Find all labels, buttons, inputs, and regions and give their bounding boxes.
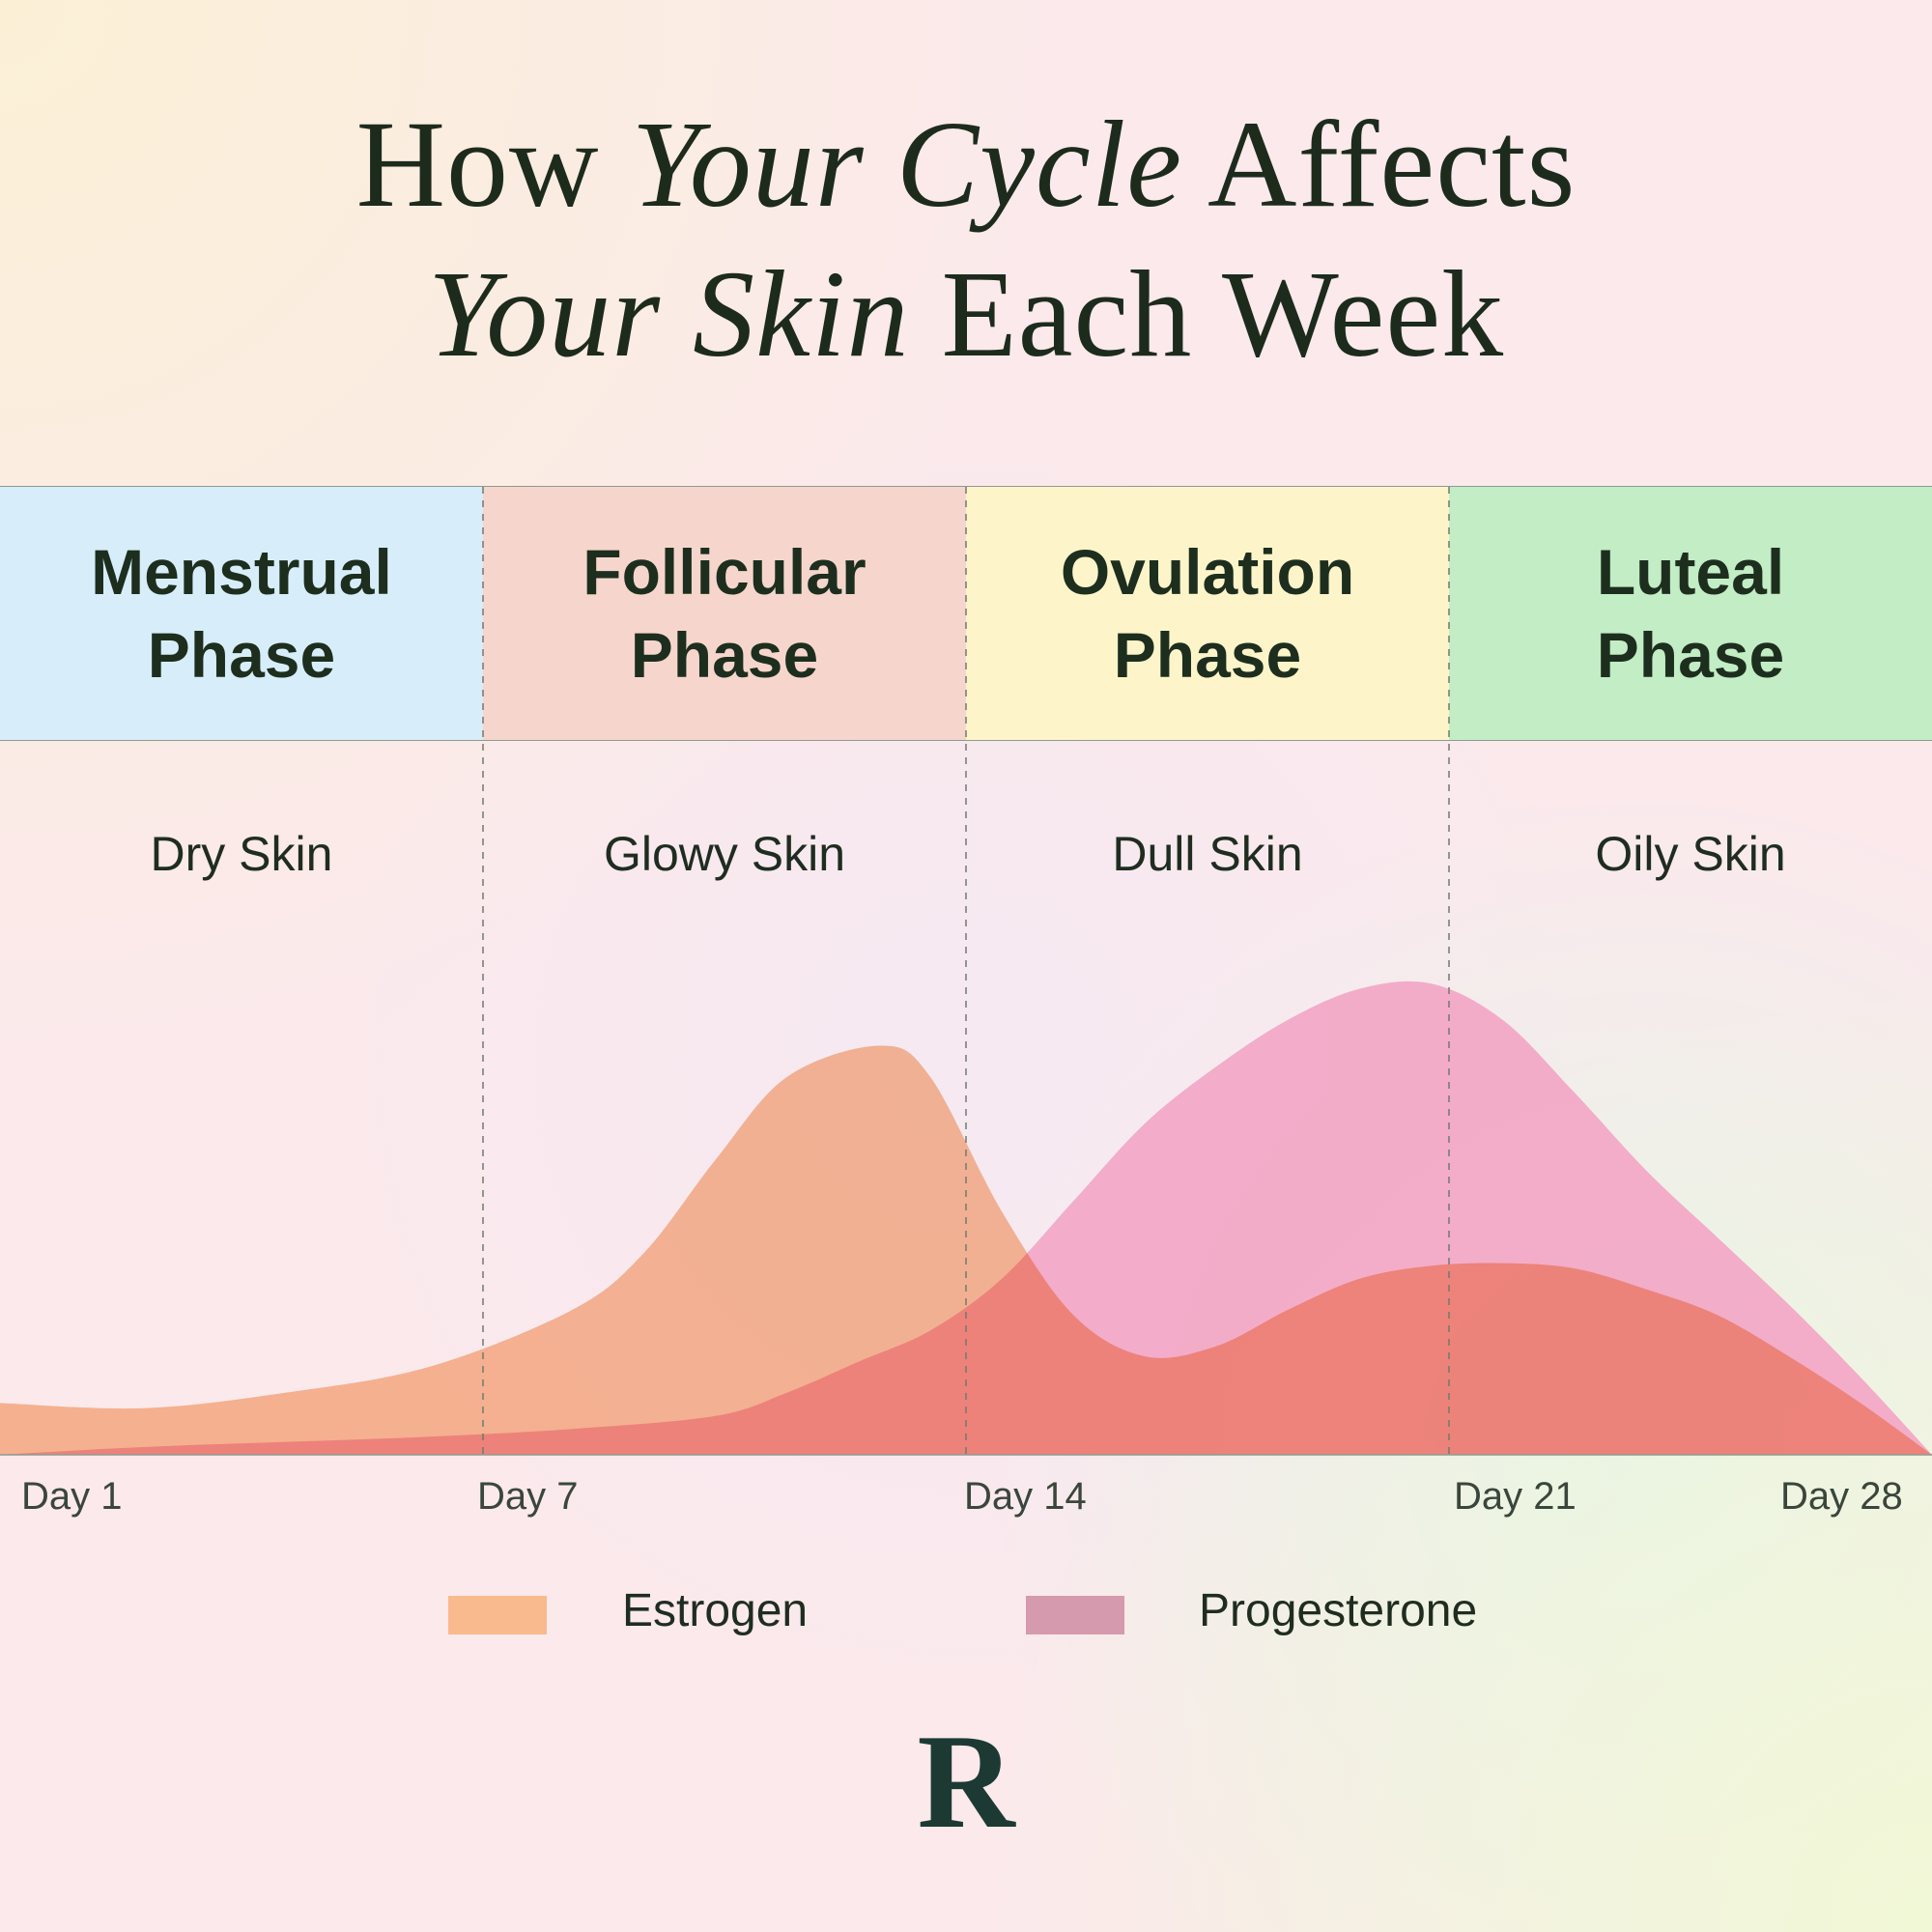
title-line-1: How Your Cycle Affects [0,92,1932,237]
phase-name: Follicular [582,536,867,608]
skin-label-glowy: Glowy Skin [603,827,846,881]
x-tick-label: Day 14 [964,1475,1087,1518]
skin-label-oily: Oily Skin [1595,827,1786,881]
title-segment: Your Cycle [631,96,1183,233]
x-tick-label: Day 28 [1780,1475,1903,1518]
legend-swatch-estrogen [448,1596,547,1634]
title-line-2: Your Skin Each Week [0,242,1932,386]
title-segment: Each Week [909,245,1505,383]
x-tick-label: Day 21 [1454,1475,1577,1518]
title-segment: Affects [1182,96,1577,233]
phase-menstrual: Menstrual Phase [0,487,483,740]
legend-label-progesterone: Progesterone [1199,1585,1478,1636]
title-segment: Your Skin [427,245,910,383]
phase-follicular: Follicular Phase [483,487,966,740]
legend-swatch-progesterone [1026,1596,1124,1634]
skin-label-dry: Dry Skin [150,827,333,881]
phase-suffix: Phase [1113,619,1302,691]
phase-header-band: Menstrual Phase Follicular Phase Ovulation… [0,486,1932,741]
phase-suffix: Phase [630,619,819,691]
phase-ovulation: Ovulation Phase [966,487,1449,740]
phase-name: Ovulation [1060,536,1355,608]
phase-suffix: Phase [1596,619,1785,691]
phase-name: Menstrual [91,536,392,608]
x-tick-label: Day 7 [477,1475,579,1518]
phase-suffix: Phase [147,619,336,691]
skin-label-dull: Dull Skin [1112,827,1303,881]
title-segment: How [355,96,632,233]
phase-name: Luteal [1596,536,1785,608]
phase-luteal: Luteal Phase [1449,487,1932,740]
brand-logo: R [917,1707,1015,1857]
x-tick-label: Day 1 [21,1475,123,1518]
legend-label-estrogen: Estrogen [622,1585,809,1636]
